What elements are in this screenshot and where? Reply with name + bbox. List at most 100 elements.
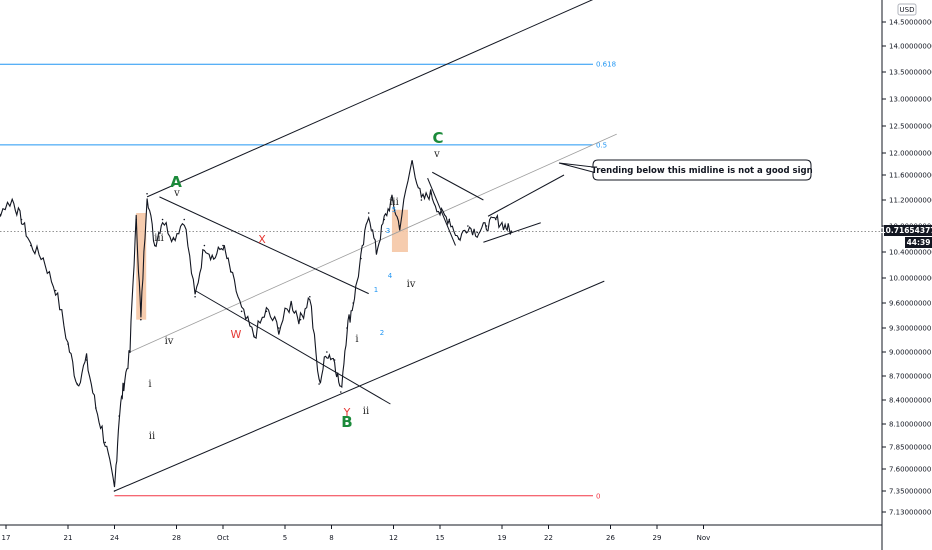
price-point [85, 359, 88, 361]
wave-label-B: B [341, 413, 352, 431]
x-tick-label: 21 [64, 534, 73, 542]
price-point [183, 218, 186, 221]
annotation-text: Trending below this midline is not a goo… [591, 166, 812, 176]
wave-label-X: X [258, 233, 266, 246]
y-tick-label: 11.60000000 [889, 172, 932, 180]
price-point [30, 244, 32, 247]
y-tick-label: 9.00000000 [889, 349, 931, 357]
current-price-value: 10.71654377 [880, 226, 932, 235]
flag-line [483, 222, 541, 243]
price-point [290, 302, 293, 304]
price-point [309, 295, 311, 298]
price-point [398, 225, 401, 227]
price-point [95, 407, 97, 409]
x-tick-label: 29 [653, 534, 662, 542]
y-tick-label: 7.85000000 [889, 444, 931, 452]
currency-badge[interactable] [897, 3, 917, 16]
flag-line [427, 177, 456, 246]
price-point [113, 490, 116, 492]
price-point [161, 218, 164, 221]
price-point [11, 199, 13, 201]
y-tick-label: 11.20000000 [889, 197, 932, 205]
wave-label-iii: iii [389, 197, 399, 208]
y-tick-label: 8.40000000 [889, 397, 931, 405]
countdown-value: 44:39 [907, 238, 931, 247]
x-tick-label: 15 [436, 534, 445, 542]
y-tick-label: 13.00000000 [889, 96, 932, 104]
price-point [76, 383, 79, 385]
x-tick-label: 8 [329, 534, 333, 542]
x-tick-label: 17 [2, 534, 11, 542]
price-point [391, 199, 393, 201]
price-point [360, 257, 362, 260]
wave-label-iv: iv [407, 279, 416, 290]
price-point [265, 310, 268, 313]
wave-label-5: 5 [392, 206, 396, 214]
price-point [20, 218, 23, 221]
price-point [352, 302, 355, 304]
y-tick-label: 8.10000000 [889, 421, 931, 429]
channel-midline [129, 133, 617, 353]
channel-upper-line [146, 0, 594, 198]
price-point [367, 212, 370, 214]
price-point [118, 415, 120, 417]
price-point [457, 238, 460, 240]
fib-level-label: 0.5 [596, 141, 607, 149]
price-point [326, 351, 328, 353]
y-tick-label: 13.50000000 [889, 69, 932, 77]
y-tick-label: 12.00000000 [889, 150, 932, 158]
price-point [485, 225, 488, 227]
wedge-upper-line [159, 196, 369, 295]
wave-label-C: C [432, 129, 443, 147]
price-point [240, 310, 243, 313]
x-tick-label: 19 [498, 534, 507, 542]
wave-label-3: 3 [386, 227, 390, 235]
price-point [467, 225, 469, 227]
price-point [42, 257, 44, 260]
price-point [411, 160, 413, 163]
price-point [212, 257, 215, 260]
wave-label-v: v [433, 149, 440, 160]
price-point [140, 318, 142, 321]
y-tick-label: 9.30000000 [889, 325, 931, 333]
price-series-line [0, 160, 512, 488]
price-point [448, 218, 451, 221]
wave-label-i: i [148, 379, 151, 390]
wave-label-Y: Y [343, 406, 351, 419]
y-tick-label: 12.50000000 [889, 123, 932, 131]
price-point [510, 230, 513, 232]
price-point [375, 251, 378, 253]
x-tick-label: 12 [389, 534, 398, 542]
wave-label-2: 2 [380, 329, 384, 337]
price-point [495, 218, 497, 221]
price-point [172, 238, 175, 240]
price-point [318, 383, 320, 385]
countdown-tag [905, 237, 932, 248]
fib-level-label: 0.618 [596, 61, 616, 69]
price-point [194, 295, 196, 298]
price-point [346, 327, 348, 329]
price-point [383, 218, 386, 221]
y-tick-label: 10.40000000 [889, 249, 932, 257]
price-point [278, 327, 280, 329]
price-point [340, 391, 342, 393]
price-point [146, 192, 148, 195]
wave-label-A: A [170, 173, 182, 191]
x-tick-label: Nov [697, 534, 711, 542]
wave-label-v: v [173, 188, 180, 199]
price-point [129, 351, 131, 353]
price-point [420, 199, 423, 201]
wave-label-1: 1 [374, 286, 378, 294]
flag-line [432, 171, 484, 201]
wave-label-iv: iv [165, 336, 174, 347]
x-tick-label: 24 [110, 534, 119, 542]
y-tick-label: 9.60000000 [889, 300, 931, 308]
price-point [429, 192, 432, 195]
y-tick-label: 10.00000000 [889, 275, 932, 283]
wedge-lower-line [194, 290, 391, 405]
price-point [222, 244, 224, 247]
wave-label-i: i [355, 334, 358, 345]
currency-label: USD [900, 6, 915, 14]
